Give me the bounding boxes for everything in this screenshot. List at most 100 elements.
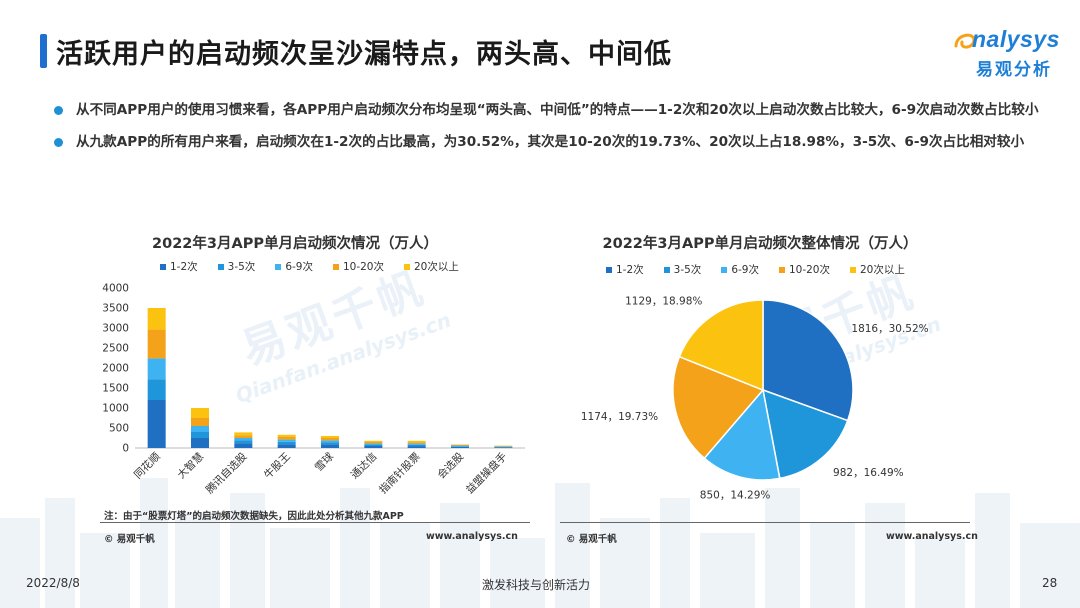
y-tick-label: 500 <box>109 423 129 435</box>
pie-data-label: 850，14.29% <box>700 489 771 501</box>
bar-segment[interactable] <box>191 408 209 418</box>
legend-item[interactable]: 3-5次 <box>217 259 256 274</box>
bar-segment[interactable] <box>277 441 296 445</box>
legend-label: 10-20次 <box>788 264 830 276</box>
bar-segment[interactable] <box>407 443 426 445</box>
y-tick-label: 4000 <box>102 283 129 295</box>
bar-segment[interactable] <box>234 443 253 448</box>
analysys-logo[interactable]: nalysys 易观分析 <box>952 24 1064 80</box>
pie-slice[interactable] <box>762 388 849 480</box>
bar-segment[interactable] <box>147 358 166 380</box>
left-source-url[interactable]: www.analysys.cn <box>426 531 518 542</box>
bar-segment[interactable] <box>407 446 426 448</box>
legend-item[interactable]: 6-9次 <box>275 259 313 274</box>
legend-swatch <box>849 266 856 273</box>
bar-segment[interactable] <box>407 444 426 447</box>
bar-segment[interactable] <box>321 444 339 448</box>
legend-item[interactable]: 20次以上 <box>849 262 905 277</box>
bar-segment[interactable] <box>277 437 296 440</box>
pie-slice[interactable] <box>703 388 781 481</box>
pie-data-label: 982，16.49% <box>833 467 904 479</box>
x-tick-label: 会选股 <box>435 450 467 482</box>
bar-segment[interactable] <box>451 445 469 447</box>
legend-label: 1-2次 <box>170 261 198 273</box>
bar-segment[interactable] <box>234 440 253 444</box>
left-source-label: © 易观千帆 <box>104 534 155 545</box>
pie-chart-legend: 1-2次 3-5次 6-9次 10-20次 20次以上 <box>606 262 925 277</box>
bar-segment[interactable] <box>147 308 166 330</box>
x-tick-label: 益盟操盘手 <box>463 450 509 496</box>
legend-swatch <box>332 263 339 270</box>
bar-segment[interactable] <box>364 440 383 442</box>
bar-segment[interactable] <box>321 440 339 443</box>
bar-segment[interactable] <box>234 435 253 438</box>
legend-label: 20次以上 <box>859 264 905 276</box>
legend-item[interactable]: 10-20次 <box>778 262 830 277</box>
bar-segment[interactable] <box>191 418 209 426</box>
title-accent-bar <box>40 34 47 68</box>
legend-swatch <box>275 263 282 270</box>
bar-segment[interactable] <box>364 443 383 445</box>
bar-segment[interactable] <box>277 434 296 437</box>
legend-item[interactable]: 10-20次 <box>332 259 384 274</box>
bar-segment[interactable] <box>191 426 209 432</box>
legend-swatch <box>217 263 224 270</box>
legend-item[interactable]: 20次以上 <box>403 259 459 274</box>
legend-item[interactable]: 1-2次 <box>606 262 644 277</box>
right-source-url[interactable]: www.analysys.cn <box>886 531 978 542</box>
bar-segment[interactable] <box>234 438 253 441</box>
bullet-text: 从不同APP用户的使用习惯来看，各APP用户启动频次分布均呈现“两头高、中间低”… <box>76 102 1039 118</box>
legend-label: 1-2次 <box>616 264 644 276</box>
bar-segment[interactable] <box>277 444 296 448</box>
x-tick-label: 大智慧 <box>175 450 206 481</box>
bullet-item: 从不同APP用户的使用习惯来看，各APP用户启动频次分布均呈现“两头高、中间低”… <box>52 98 1042 122</box>
legend-item[interactable]: 6-9次 <box>721 262 759 277</box>
bar-segment[interactable] <box>407 442 426 444</box>
legend-label: 10-20次 <box>342 261 384 273</box>
logo-swoosh-icon <box>954 33 976 49</box>
bar-segment[interactable] <box>451 444 469 446</box>
legend-item[interactable]: 3-5次 <box>663 262 702 277</box>
legend-label: 3-5次 <box>673 264 702 276</box>
bar-segment[interactable] <box>364 442 383 444</box>
legend-label: 20次以上 <box>413 261 459 273</box>
legend-swatch <box>160 263 166 270</box>
legend-label: 3-5次 <box>227 261 256 273</box>
bar-segment[interactable] <box>321 442 339 445</box>
x-tick-label: 通达信 <box>349 451 380 482</box>
bar-chart-legend: 1-2次 3-5次 6-9次 10-20次 20次以上 <box>160 259 479 274</box>
bar-segment[interactable] <box>321 436 339 438</box>
bar-segment[interactable] <box>321 438 339 441</box>
bullet-item: 从九款APP的所有用户来看，启动频次在1-2次的占比最高，为30.52%，其次是… <box>52 130 1042 154</box>
bar-segment[interactable] <box>234 432 253 436</box>
stacked-bar-chart: 0 500 1000 1500 2000 2500 3000 3500 4000 同花顺 大智慧腾讯… <box>102 283 525 497</box>
legend-item[interactable]: 1-2次 <box>160 259 198 274</box>
pie-slice[interactable] <box>762 299 854 422</box>
pie-slice[interactable] <box>672 355 765 460</box>
footer-date: 2022/8/8 <box>26 576 80 590</box>
page-title: 活跃用户的启动频次呈沙漏特点，两头高、中间低 <box>56 39 672 70</box>
pie-chart: 1816，30.52% 982，16.49% 850，14.29% 1174，19.7… <box>581 296 929 502</box>
bar-segment[interactable] <box>191 432 209 438</box>
y-tick-label: 1000 <box>102 403 129 415</box>
bar-segment[interactable] <box>147 379 166 400</box>
pie-data-label: 1129，18.98% <box>625 296 702 308</box>
x-tick-label: 同花顺 <box>131 450 163 482</box>
footer-page-number: 28 <box>1042 576 1058 590</box>
bar-segment[interactable] <box>191 438 209 448</box>
bar-segment[interactable] <box>451 446 469 448</box>
bar-segment[interactable] <box>451 446 469 447</box>
bar-segment[interactable] <box>407 440 426 443</box>
bar-segment[interactable] <box>364 446 383 448</box>
bar-segment[interactable] <box>277 439 296 442</box>
x-tick-label: 腾讯自选股 <box>203 450 250 497</box>
right-source-label: © 易观千帆 <box>566 534 617 545</box>
bar-segment[interactable] <box>147 400 166 448</box>
legend-swatch <box>606 266 612 273</box>
bar-segment[interactable] <box>364 444 383 446</box>
y-tick-label: 0 <box>122 443 129 455</box>
bar-segment[interactable] <box>494 447 513 448</box>
bar-segment[interactable] <box>147 329 166 359</box>
pie-slice[interactable] <box>678 299 764 392</box>
x-tick-label: 指南针股票 <box>376 450 422 496</box>
